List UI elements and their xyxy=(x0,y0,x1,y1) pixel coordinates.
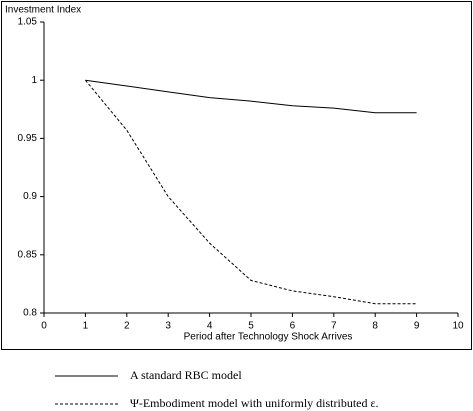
x-tick-label: 8 xyxy=(372,321,378,332)
chart-border xyxy=(1,1,472,350)
y-tick-label: 0.95 xyxy=(18,133,38,144)
x-tick-label: 9 xyxy=(414,321,420,332)
y-tick-label: 1 xyxy=(31,75,37,86)
series-line xyxy=(85,79,417,114)
x-tick-label: 2 xyxy=(124,321,130,332)
legend-label: A standard RBC model xyxy=(130,368,242,382)
x-tick-label: 1 xyxy=(83,321,89,332)
y-tick-label: 0.85 xyxy=(18,249,38,260)
y-tick-label: 1.05 xyxy=(18,17,38,28)
chart-title: Investment Index xyxy=(5,5,81,16)
x-tick-label: 3 xyxy=(165,321,171,332)
x-tick-label: 6 xyxy=(290,321,296,332)
y-tick-label: 0.8 xyxy=(23,308,37,319)
x-axis-label: Period after Technology Shock Arrives xyxy=(184,332,353,343)
x-tick-label: 10 xyxy=(452,321,464,332)
x-tick-label: 7 xyxy=(331,321,337,332)
legend-label: Ψ-Embodiment model with uniformly distri… xyxy=(130,396,379,410)
x-tick-label: 0 xyxy=(41,321,47,332)
y-tick-label: 0.9 xyxy=(23,191,37,202)
x-tick-label: 5 xyxy=(248,321,254,332)
series-line xyxy=(85,79,417,305)
x-tick-label: 4 xyxy=(207,321,213,332)
